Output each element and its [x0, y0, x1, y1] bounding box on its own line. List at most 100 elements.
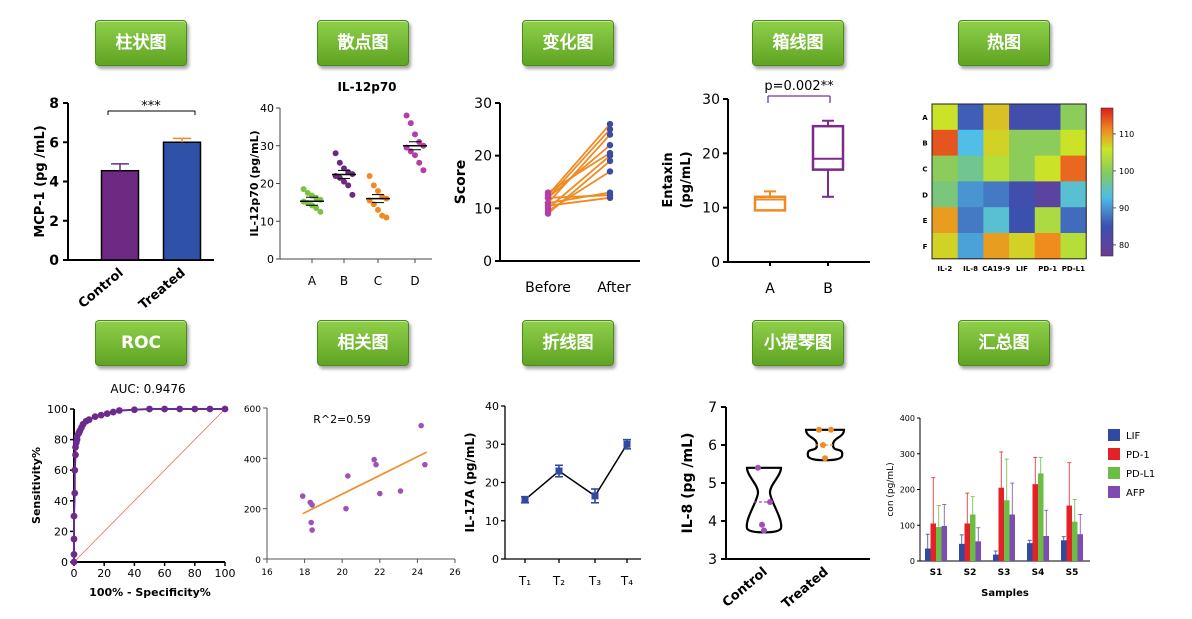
roc-point: [70, 558, 78, 566]
change-y-tick-label: 10: [474, 201, 492, 217]
roc-x-tick-label: 100: [215, 567, 236, 580]
dot-point: [403, 112, 410, 119]
corr-point: [345, 473, 351, 479]
corr-point: [397, 488, 404, 494]
summary-legend-label: PD-1: [1126, 450, 1150, 461]
heatmap-cell: [957, 104, 984, 131]
corr-y-tick-label: 200: [244, 506, 261, 516]
dot-point: [375, 206, 381, 213]
summary-bar: [925, 548, 931, 561]
corr-point: [371, 456, 377, 463]
change-before-point: [544, 202, 552, 209]
roc-point: [109, 408, 117, 416]
heatmap-cell: [983, 233, 1010, 260]
dot-y-tick-label: 10: [260, 215, 274, 228]
dot-point: [416, 159, 423, 166]
tag-heatmap: 热图: [958, 20, 1050, 66]
change-after-point: [606, 126, 614, 133]
tag-change-plot: 变化图: [522, 20, 614, 66]
heatmap-cell: [1034, 181, 1061, 208]
violin-point: [828, 426, 834, 433]
bar-1: [162, 141, 202, 261]
roc-point: [146, 405, 153, 413]
roc-y-tick-label: 80: [54, 434, 68, 447]
summary-bar: [998, 487, 1004, 561]
summary-bar: [1032, 484, 1038, 561]
roc-y-label: Sensitivity%: [30, 447, 43, 524]
violin-point: [816, 426, 822, 433]
summary-y-tick-label: 0: [910, 557, 915, 566]
summary-bar: [1009, 514, 1015, 561]
line-y-tick-label: 20: [485, 477, 499, 490]
corr-point: [418, 422, 424, 429]
violin-x-tick-label: Control: [720, 565, 771, 611]
heatmap-row-label: C: [922, 166, 927, 174]
roc-y-tick-label: 100: [47, 403, 68, 416]
roc-y-tick-label: 60: [54, 464, 68, 477]
line-x-tick-label: T₃: [588, 574, 601, 588]
corr-x-tick-label: 20: [336, 568, 348, 578]
line-y-tick-label: 0: [492, 553, 499, 566]
summary-bar: [1066, 505, 1072, 561]
line-y-tick-label: 30: [485, 438, 499, 451]
change-x-tick-label: After: [597, 280, 631, 296]
roc-y-tick-label: 40: [54, 495, 68, 508]
heatmap-cell: [957, 233, 984, 260]
dot-point: [345, 182, 352, 189]
box-x-tick-label: B: [823, 281, 833, 297]
violin-point: [820, 442, 826, 448]
line-y-tick-label: 10: [485, 515, 499, 528]
corr-annotation: R^2=0.59: [313, 413, 371, 426]
change-y-tick-label: 30: [474, 96, 492, 112]
heatmap-row-label: B: [922, 140, 927, 148]
summary-y-tick-label: 300: [900, 450, 915, 459]
violin-y-label: IL-8 (pg /mL): [680, 433, 696, 534]
roc-x-tick-label: 40: [127, 567, 141, 580]
heatmap-cell: [1060, 155, 1087, 182]
heatmap-cell: [1034, 233, 1061, 260]
roc-title: AUC: 0.9476: [110, 382, 185, 396]
heatmap-colorbar-label: 110: [1119, 130, 1134, 139]
bar-y-tick-label: 0: [49, 253, 59, 269]
change-pair-line: [547, 170, 611, 212]
summary-bar: [1043, 535, 1049, 561]
summary-bar: [970, 514, 976, 561]
corr-x-tick-label: 22: [374, 568, 385, 578]
summary-bar: [1027, 543, 1033, 561]
dot-x-tick-label: B: [340, 274, 348, 288]
roc-point: [72, 451, 79, 459]
change-after-point: [606, 120, 614, 128]
heatmap-cell: [983, 155, 1010, 182]
box-iqr: [753, 195, 787, 212]
change-pair-line: [547, 194, 611, 199]
bar-x-tick-label: Control: [76, 266, 127, 312]
heatmap-cell: [983, 104, 1010, 131]
heatmap-cell: [1009, 181, 1036, 208]
heatmap-row-label: F: [923, 243, 928, 251]
change-after-point: [606, 168, 614, 175]
dot-point: [375, 188, 381, 195]
bar-y-tick-label: 4: [49, 175, 59, 191]
corr-y-tick-label: 600: [244, 405, 261, 415]
heatmap-cell: [957, 207, 984, 234]
heatmap-cell: [983, 181, 1010, 208]
change-before-point: [544, 194, 552, 201]
box-y-tick-label: 20: [702, 146, 720, 162]
roc-point: [176, 405, 184, 413]
change-y-tick-label: 0: [483, 254, 492, 270]
summary-bar: [930, 523, 936, 561]
heatmap-cell: [1009, 104, 1036, 131]
violin-y-tick-label: 5: [708, 476, 717, 492]
dot-x-tick-label: D: [410, 274, 419, 288]
violin-point: [767, 499, 773, 505]
corr-point: [309, 502, 315, 508]
summary-legend-label: LIF: [1126, 431, 1141, 442]
roc-point: [131, 406, 138, 414]
tag-correlation: 相关图: [317, 320, 409, 366]
roc-point: [221, 405, 229, 413]
summary-y-label: con (pg/mL): [886, 462, 896, 516]
summary-x-tick-label: S3: [998, 568, 1011, 578]
dot-point: [349, 191, 356, 198]
change-y-label: Score: [453, 160, 469, 204]
